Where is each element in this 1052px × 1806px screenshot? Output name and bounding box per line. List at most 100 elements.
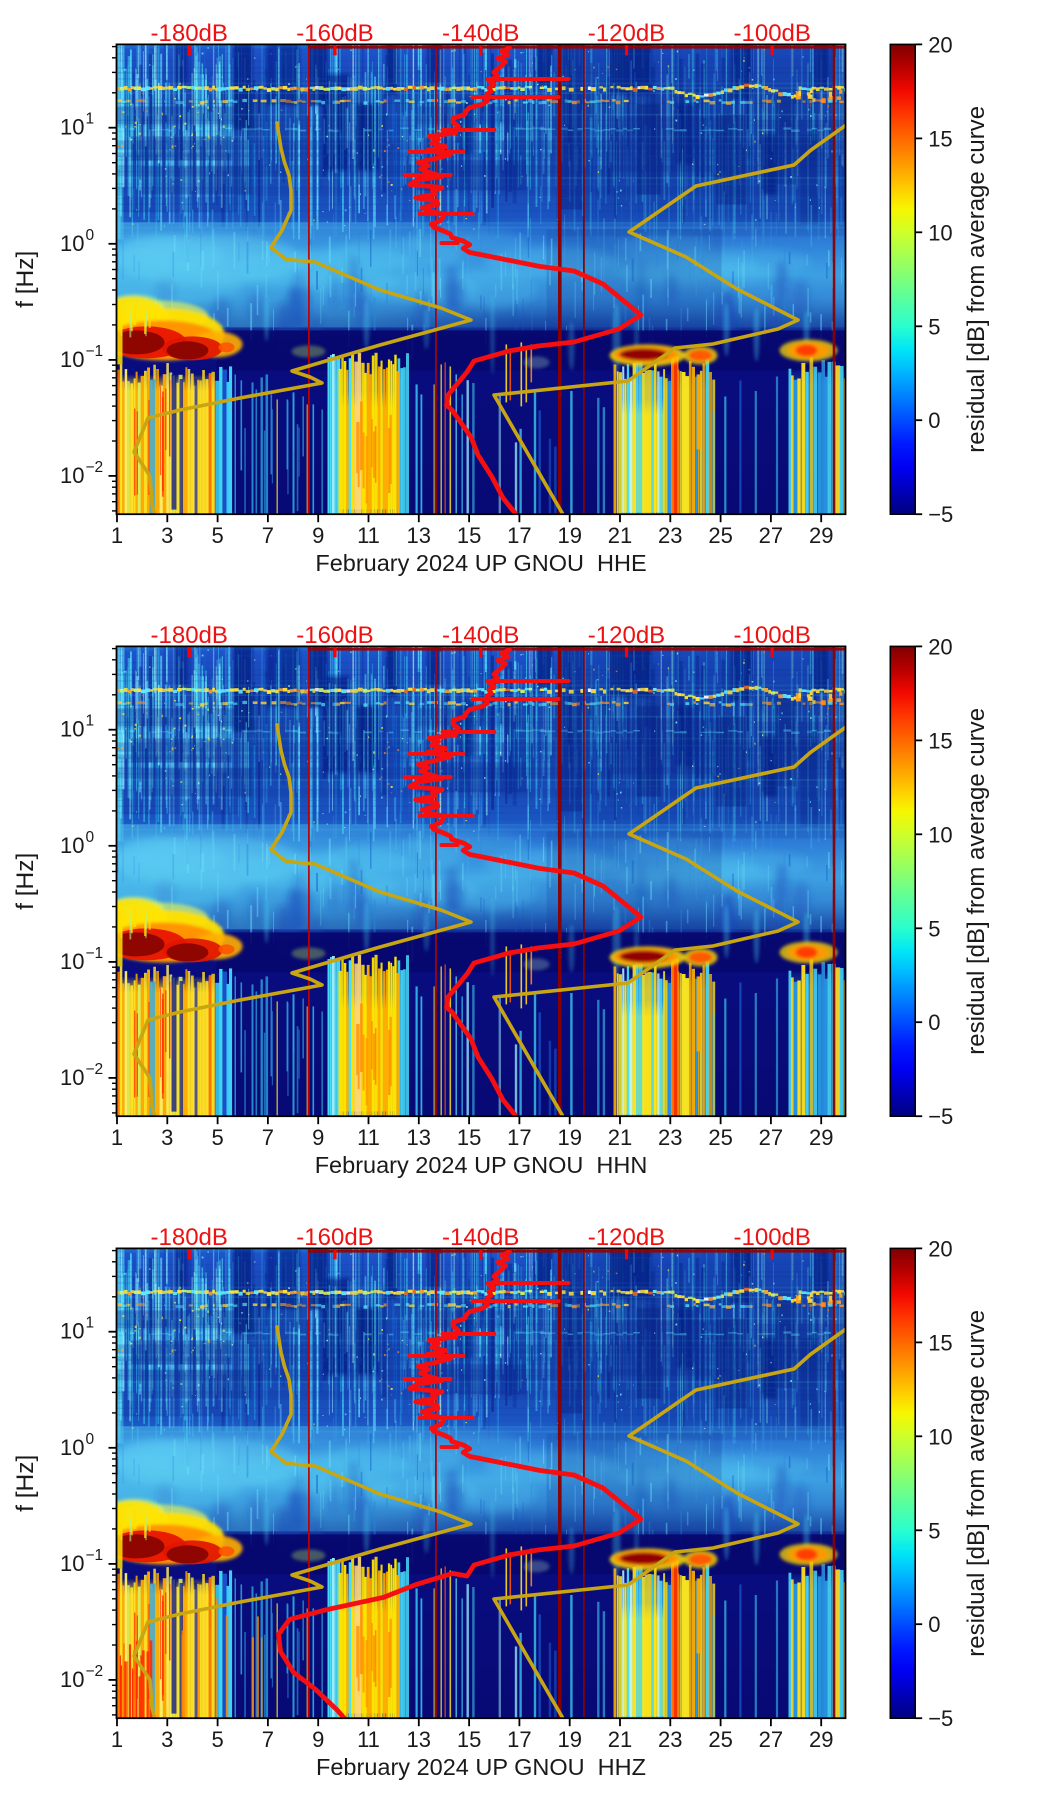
- svg-text:5: 5: [928, 1518, 940, 1543]
- svg-text:29: 29: [809, 523, 833, 548]
- svg-text:0: 0: [86, 227, 95, 244]
- svg-text:residual [dB] from average cur: residual [dB] from average curve: [963, 106, 990, 453]
- svg-text:3: 3: [161, 1727, 173, 1752]
- svg-text:27: 27: [759, 1125, 783, 1150]
- svg-text:5: 5: [928, 916, 940, 941]
- svg-text:10: 10: [928, 220, 952, 245]
- svg-text:1: 1: [86, 713, 95, 730]
- svg-text:0: 0: [928, 408, 940, 433]
- svg-text:10: 10: [60, 1667, 84, 1692]
- svg-text:15: 15: [928, 728, 952, 753]
- svg-text:1: 1: [111, 1727, 123, 1752]
- svg-text:f [Hz]: f [Hz]: [12, 1455, 39, 1512]
- svg-text:25: 25: [708, 1125, 732, 1150]
- svg-text:17: 17: [507, 523, 531, 548]
- svg-text:−5: −5: [928, 1104, 953, 1129]
- svg-text:10: 10: [60, 115, 84, 140]
- svg-text:1: 1: [86, 111, 95, 128]
- svg-text:−5: −5: [928, 502, 953, 527]
- svg-text:−2: −2: [86, 1061, 104, 1078]
- svg-text:-140dB: -140dB: [442, 20, 519, 47]
- svg-text:10: 10: [60, 1319, 84, 1344]
- svg-text:7: 7: [262, 523, 274, 548]
- svg-text:11: 11: [357, 523, 380, 548]
- svg-text:10: 10: [60, 463, 84, 488]
- svg-text:15: 15: [457, 1727, 481, 1752]
- svg-text:7: 7: [262, 1125, 274, 1150]
- svg-text:20: 20: [928, 634, 952, 659]
- svg-text:10: 10: [60, 347, 84, 372]
- svg-text:-160dB: -160dB: [296, 20, 373, 47]
- svg-text:27: 27: [759, 1727, 783, 1752]
- svg-text:25: 25: [708, 1727, 732, 1752]
- svg-text:10: 10: [60, 717, 84, 742]
- svg-text:11: 11: [357, 1727, 380, 1752]
- svg-text:17: 17: [507, 1125, 531, 1150]
- svg-text:3: 3: [161, 1125, 173, 1150]
- svg-text:-120dB: -120dB: [588, 622, 665, 649]
- svg-text:residual [dB] from average cur: residual [dB] from average curve: [963, 1310, 990, 1657]
- svg-text:29: 29: [809, 1125, 833, 1150]
- svg-text:21: 21: [608, 1727, 632, 1752]
- svg-text:10: 10: [60, 1065, 84, 1090]
- svg-text:10: 10: [60, 1551, 84, 1576]
- svg-text:10: 10: [60, 949, 84, 974]
- svg-text:f [Hz]: f [Hz]: [12, 853, 39, 910]
- svg-text:20: 20: [928, 1236, 952, 1261]
- svg-text:0: 0: [928, 1010, 940, 1035]
- svg-text:0: 0: [86, 1431, 95, 1448]
- svg-text:15: 15: [928, 126, 952, 151]
- svg-text:19: 19: [557, 1727, 581, 1752]
- svg-text:5: 5: [211, 1727, 223, 1752]
- svg-text:19: 19: [557, 1125, 581, 1150]
- svg-text:21: 21: [608, 1125, 632, 1150]
- svg-text:23: 23: [658, 1125, 682, 1150]
- svg-text:-120dB: -120dB: [588, 20, 665, 47]
- svg-text:1: 1: [111, 523, 123, 548]
- svg-text:-180dB: -180dB: [151, 1224, 228, 1251]
- svg-text:9: 9: [312, 1727, 324, 1752]
- svg-text:10: 10: [928, 822, 952, 847]
- svg-text:1: 1: [111, 1125, 123, 1150]
- svg-text:−2: −2: [86, 459, 104, 476]
- svg-text:February 2024 UP GNOU HHN: February 2024 UP GNOU HHN: [315, 1152, 648, 1178]
- svg-text:residual [dB] from average cur: residual [dB] from average curve: [963, 708, 990, 1055]
- svg-text:-100dB: -100dB: [734, 20, 811, 47]
- svg-text:21: 21: [608, 523, 632, 548]
- svg-text:5: 5: [211, 1125, 223, 1150]
- svg-text:0: 0: [86, 829, 95, 846]
- svg-text:5: 5: [211, 523, 223, 548]
- svg-text:19: 19: [557, 523, 581, 548]
- svg-text:-100dB: -100dB: [734, 622, 811, 649]
- svg-text:20: 20: [928, 32, 952, 57]
- svg-text:13: 13: [407, 523, 431, 548]
- svg-text:February 2024 UP GNOU HHZ: February 2024 UP GNOU HHZ: [316, 1754, 646, 1780]
- svg-text:−1: −1: [86, 945, 104, 962]
- svg-text:February 2024 UP GNOU HHE: February 2024 UP GNOU HHE: [315, 550, 646, 576]
- svg-text:10: 10: [60, 833, 84, 858]
- svg-text:-180dB: -180dB: [151, 20, 228, 47]
- svg-text:−1: −1: [86, 1547, 104, 1564]
- svg-text:15: 15: [928, 1330, 952, 1355]
- svg-text:3: 3: [161, 523, 173, 548]
- svg-text:5: 5: [928, 314, 940, 339]
- svg-text:-160dB: -160dB: [296, 1224, 373, 1251]
- svg-text:25: 25: [708, 523, 732, 548]
- svg-text:10: 10: [60, 231, 84, 256]
- svg-text:-160dB: -160dB: [296, 622, 373, 649]
- svg-text:29: 29: [809, 1727, 833, 1752]
- svg-text:9: 9: [312, 523, 324, 548]
- svg-text:9: 9: [312, 1125, 324, 1150]
- svg-text:−5: −5: [928, 1706, 953, 1731]
- svg-text:15: 15: [457, 1125, 481, 1150]
- svg-text:17: 17: [507, 1727, 531, 1752]
- svg-text:1: 1: [86, 1315, 95, 1332]
- svg-text:10: 10: [60, 1435, 84, 1460]
- svg-text:-180dB: -180dB: [151, 622, 228, 649]
- svg-text:−1: −1: [86, 343, 104, 360]
- svg-text:7: 7: [262, 1727, 274, 1752]
- svg-text:15: 15: [457, 523, 481, 548]
- svg-text:23: 23: [658, 1727, 682, 1752]
- svg-text:-100dB: -100dB: [734, 1224, 811, 1251]
- svg-text:f [Hz]: f [Hz]: [12, 251, 39, 308]
